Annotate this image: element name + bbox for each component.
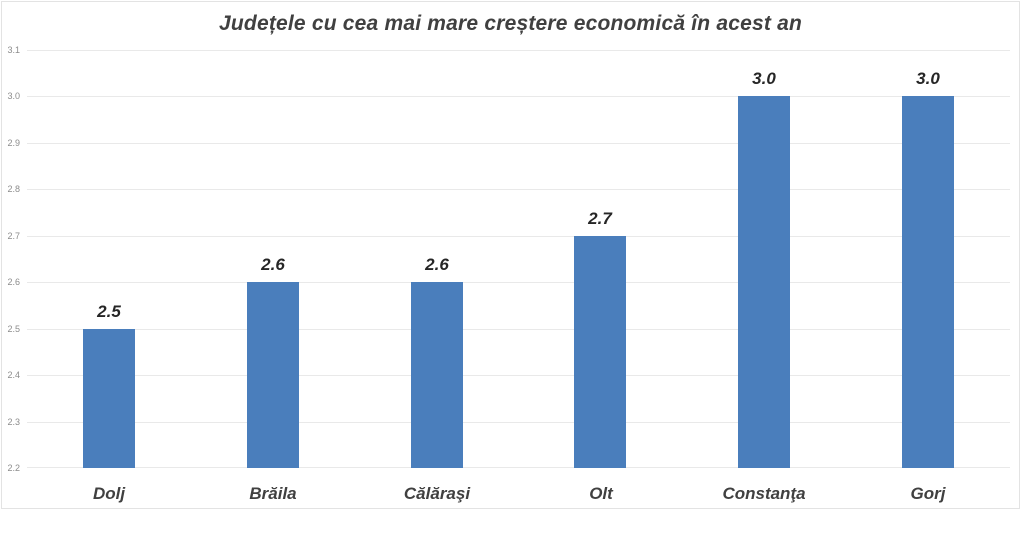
bar-value-label: 2.6 xyxy=(425,255,449,274)
bar-value-label: 2.6 xyxy=(261,255,285,274)
gridline xyxy=(27,50,1010,51)
y-tick-label: 3.1 xyxy=(7,45,20,55)
gridline xyxy=(27,375,1010,376)
y-tick-label: 2.7 xyxy=(7,231,20,241)
plot-area: 2.5 2.6 2.6 2.7 3.0 3.0 xyxy=(27,50,1010,468)
gridline xyxy=(27,422,1010,423)
category-label: Gorj xyxy=(910,484,946,503)
bar-value-label: 3.0 xyxy=(916,69,940,88)
x-axis: Dolj Brăila Călăraşi Olt Constanţa Gorj xyxy=(27,468,1010,508)
y-tick-label: 2.6 xyxy=(7,277,20,287)
bar-value-label: 2.7 xyxy=(588,209,612,228)
category-label: Brăila xyxy=(249,484,297,503)
bar xyxy=(83,329,135,468)
gridline xyxy=(27,96,1010,97)
y-tick-label: 2.3 xyxy=(7,417,20,427)
y-tick-label: 2.4 xyxy=(7,370,20,380)
y-tick-label: 2.5 xyxy=(7,324,20,334)
gridline xyxy=(27,236,1010,237)
bar xyxy=(411,282,463,468)
category-label: Călăraşi xyxy=(403,484,471,503)
y-tick-label: 2.9 xyxy=(7,138,20,148)
gridline xyxy=(27,189,1010,190)
bar xyxy=(738,96,790,468)
category-label: Dolj xyxy=(92,484,126,503)
bar xyxy=(574,236,626,468)
gridline xyxy=(27,282,1010,283)
bar xyxy=(247,282,299,468)
bar xyxy=(902,96,954,468)
y-tick-label: 2.8 xyxy=(7,184,20,194)
y-axis: 2.2 2.3 2.4 2.5 2.6 2.7 2.8 2.9 3.0 3.1 xyxy=(2,45,23,473)
y-tick-label: 2.2 xyxy=(7,463,20,473)
bar-value-label: 2.5 xyxy=(97,302,121,321)
gridline xyxy=(27,143,1010,144)
bar-value-label: 3.0 xyxy=(752,69,776,88)
chart-title: Județele cu cea mai mare creștere econom… xyxy=(219,12,802,35)
category-label: Olt xyxy=(589,484,613,503)
y-tick-label: 3.0 xyxy=(7,91,20,101)
chart-frame: Județele cu cea mai mare creștere econom… xyxy=(1,1,1020,509)
gridline xyxy=(27,329,1010,330)
category-label: Constanţa xyxy=(722,484,806,503)
gridline xyxy=(27,467,1010,468)
